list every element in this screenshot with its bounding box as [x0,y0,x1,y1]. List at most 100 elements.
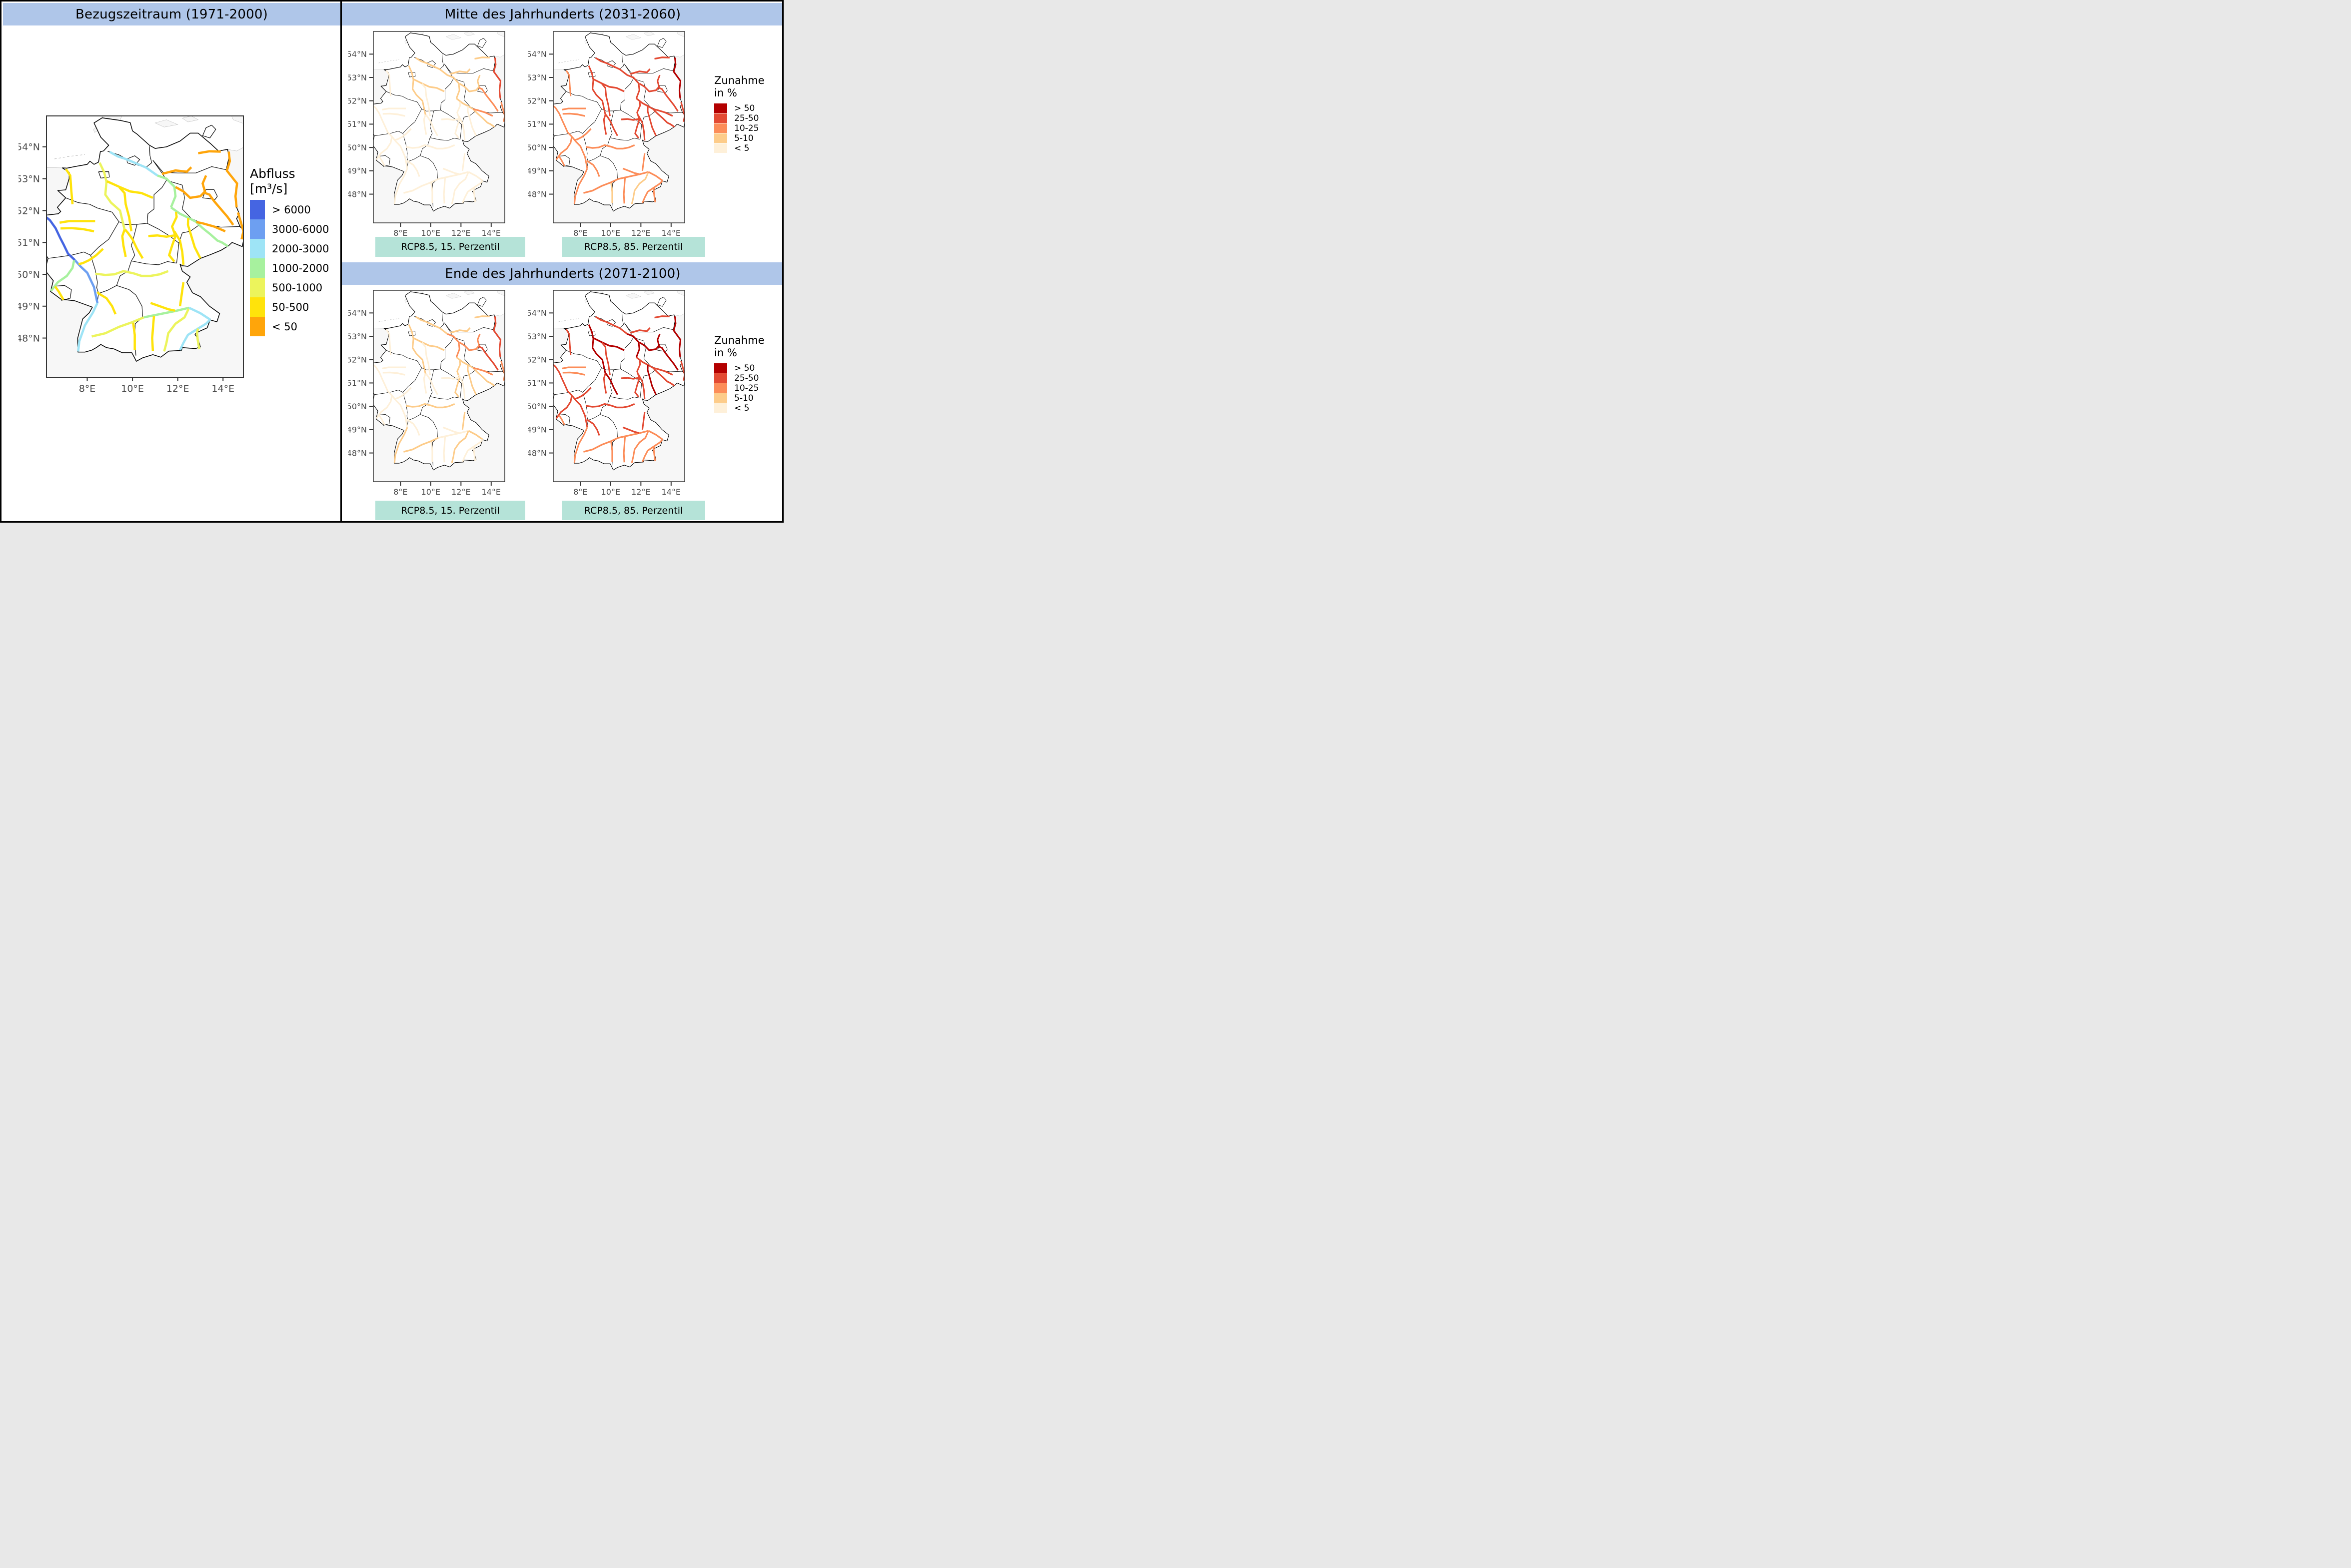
river-rhein-middle [73,259,99,303]
river-neisse [236,212,243,240]
river-naab [461,153,466,171]
state-border [429,110,434,138]
river-neisse [500,361,505,381]
river-donau-east [468,171,483,181]
y-tick-label: 54°N [528,49,547,59]
map-frame [46,115,244,378]
y-tick-label: 52°N [348,96,367,105]
y-tick-label: 51°N [348,378,367,388]
river-ems [385,329,392,355]
map-e85-svg: 54°N 53°N 52°N 51°N 50°N 49°N 48°N 8°E 10°E 12°E 1… [527,290,685,497]
river-naab [641,153,646,171]
river-oder [673,316,682,358]
river-neisse [680,102,685,122]
map-canvas [553,290,685,482]
river-donau-east [188,306,211,321]
river-donau-east [648,171,663,181]
caption-mitte-15: RCP8.5, 15. Perzentil [375,237,525,257]
river-leine [601,342,611,375]
state-border [461,370,476,384]
state-border [426,319,436,327]
legend-title-line: Zunahme [714,334,765,346]
legend-label: 5-10 [734,133,754,143]
y-tick-label: 53°N [528,73,547,82]
river-donau-west [403,178,439,194]
state-border [444,322,494,333]
river-rhein-lower [373,104,393,138]
figure-abfluss-deutschland: Bezugszeitraum (1971-2000) Mitte des Jah… [0,0,784,523]
state-border [444,63,452,75]
state-border [420,137,430,156]
river-altmuehl [442,167,460,175]
state-border [55,285,72,301]
river-naab [178,282,185,307]
river-unstrut [441,377,459,380]
island-gray [231,116,243,124]
state-border [624,322,674,333]
island-chain [378,318,399,322]
legend-entry: 2000-3000 [250,239,340,258]
panel-divider [340,1,342,521]
legend-entry: 500-1000 [250,278,340,297]
river-peene [474,56,490,60]
state-border [152,160,227,173]
river-weisse-elster [173,230,185,265]
legend-entry: 10-25 [714,383,782,393]
legend-entry: 25-50 [714,113,782,123]
map-mitte-15-perzentil: 54°N 53°N 52°N 51°N 50°N 49°N 48°N 8°E 10°E 12°E 1… [347,28,508,238]
river-unstrut [621,377,639,380]
river-saar [558,155,565,167]
state-border [98,285,117,294]
river-weisse-elster [458,115,466,141]
river-iller [610,182,613,203]
river-spree [658,87,679,112]
river-inn [641,439,663,463]
x-tick-label: 12°E [631,487,650,495]
river-main [406,144,455,150]
state-border [566,91,602,109]
state-border [429,369,434,397]
legend-zunahme-2-entries: > 50 25-50 10-25 5-10 < 5 [714,363,782,413]
river-werra [124,228,144,259]
legend-label: 2000-3000 [272,242,329,255]
state-border [461,111,476,125]
river-elde [450,327,471,334]
river-elbe-lower [109,151,158,177]
x-tick-label: 8°E [573,487,587,495]
island-gray [154,119,178,127]
river-elbe-mid [447,74,460,99]
river-elde [630,68,651,75]
y-tick-label: 54°N [348,49,367,59]
river-donau-mid [438,171,469,180]
legend-swatch [250,219,265,239]
state-border [48,221,119,259]
legend-entry: < 5 [714,143,782,153]
river-unstrut [148,234,175,238]
river-salzach [473,187,476,203]
legend-entry: 10-25 [714,123,782,133]
state-border [374,367,422,395]
river-donau-west [583,437,619,453]
y-tick-label: 48°N [528,189,547,199]
y-tick-label: 48°N [18,333,40,344]
state-border [588,155,600,162]
river-saale [634,101,641,139]
legend-label: 10-25 [734,383,759,393]
river-lahn [394,128,412,141]
state-border [624,63,632,75]
river-elbe-mid [447,333,460,358]
river-rhein-upper [393,427,408,463]
state-border [606,60,616,68]
island-gray [497,290,505,296]
river-weser [408,324,426,374]
river-donau-east [648,430,663,440]
y-tick-label: 48°N [528,448,547,458]
x-tick-label: 8°E [79,383,96,393]
header-bezugszeitraum-title: Bezugszeitraum (1971-2000) [75,6,268,22]
header-mitte-title: Mitte des Jahrhunderts (2031-2060) [444,6,681,22]
state-border [408,155,420,162]
river-peene [198,150,221,154]
legend-swatch [714,373,727,383]
legend-label: < 5 [734,143,750,153]
map-ende-15-perzentil: 54°N 53°N 52°N 51°N 50°N 49°N 48°N 8°E 10°E 12°E 1… [347,287,508,497]
